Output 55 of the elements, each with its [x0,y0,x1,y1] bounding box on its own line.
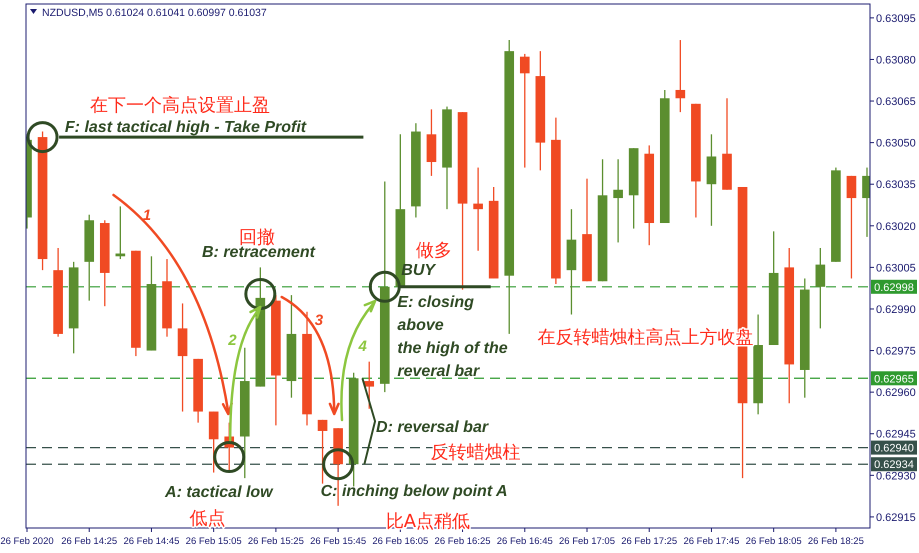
annotation: 1 [142,207,152,224]
y-tick-label: 0.63095 [876,12,916,25]
y-tick-label: 0.63035 [876,179,916,192]
y-tick-label: 0.63050 [876,138,916,150]
y-tick-label: 0.62990 [876,304,916,316]
annotation: 比A点稍低 [386,511,470,532]
ref-line-label: 0.62940 [874,442,914,455]
candlestick [816,247,826,330]
annotation: C: inching below point A [320,483,508,500]
annotation: E: closing above the high of the reveral bar [397,294,508,380]
y-tick-label: 0.62930 [876,470,916,482]
chart-title: NZDUSD,M5 0.61024 0.61041 0.60997 0.61037 [42,7,267,19]
annotation: 反转蜡烛柱 [430,442,520,463]
y-tick-label: 0.63080 [876,54,916,66]
x-tick-label: 26 Feb 2020 [0,536,54,547]
annotation: D: reversal bar [376,419,489,436]
candlestick [318,419,328,484]
ref-line-label: 0.62934 [874,459,914,472]
candlestick [846,175,856,280]
x-tick-label: 26 Feb 18:05 [746,536,802,547]
annotation: 4 [358,338,368,355]
candlestick [613,158,623,244]
candlestick [473,166,483,252]
x-tick-label: 26 Feb 16:05 [372,536,428,547]
x-tick-label: 26 Feb 15:05 [186,536,242,547]
candlestick [116,206,126,260]
y-tick-label: 0.63020 [876,220,916,233]
annotation: 3 [314,312,324,329]
x-tick-label: 26 Feb 18:25 [808,536,864,547]
ref-line-label: 0.62998 [874,282,914,294]
x-tick-label: 26 Feb 16:45 [496,536,553,547]
y-tick-label: 0.63065 [876,96,916,108]
x-tick-label: 26 Feb 17:45 [683,536,740,547]
annotation: 低点 [189,508,226,529]
candlestick [676,39,686,113]
y-tick-label: 0.63005 [876,262,916,274]
candlestick [364,361,374,410]
annotation: 做多 [416,240,452,261]
y-tick-label: 0.62945 [876,428,916,441]
annotation: A: tactical low [164,484,274,501]
x-tick-label: 26 Feb 16:25 [434,536,491,547]
x-tick-label: 26 Feb 15:25 [248,536,304,547]
y-tick-label: 0.62915 [876,512,916,524]
y-tick-label: 0.62975 [876,346,916,358]
y-tick-label: 0.62960 [876,387,916,400]
ref-line-label: 0.62965 [874,373,914,386]
x-tick-label: 26 Feb 14:25 [61,536,118,547]
candlestick [520,53,530,168]
annotation: 2 [227,332,238,349]
x-tick-label: 26 Feb 15:45 [310,536,366,547]
x-tick-label: 26 Feb 17:25 [621,536,678,547]
annotation: F: last tactical high - Take Profit [64,119,307,136]
annotation: 在下一个高点设置止盈 [90,95,270,116]
x-tick-label: 26 Feb 14:45 [123,536,180,547]
x-tick-label: 26 Feb 17:05 [559,536,615,547]
